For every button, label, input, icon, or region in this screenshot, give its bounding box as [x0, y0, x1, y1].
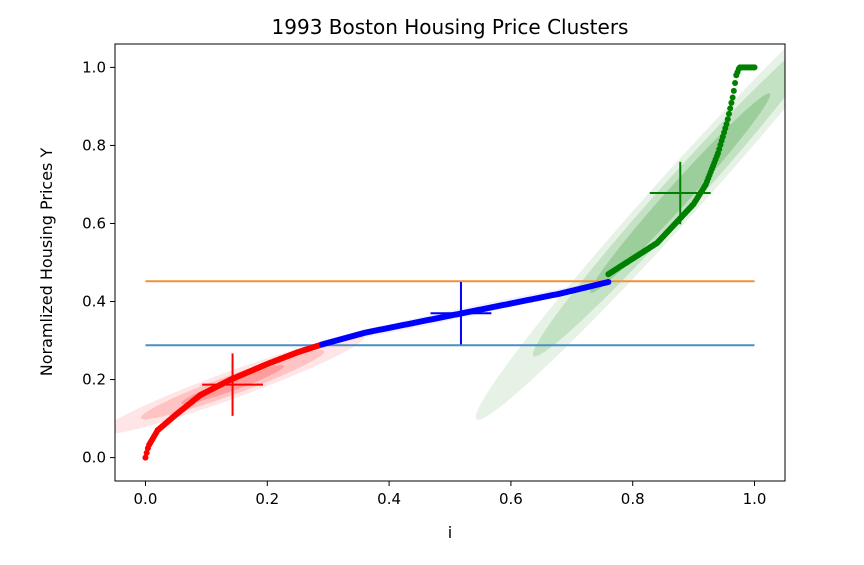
x-axis-label: i [448, 523, 452, 542]
y-tick-label: 0.8 [82, 136, 106, 154]
cluster-2-point [723, 121, 730, 128]
chart-title: 1993 Boston Housing Price Clusters [272, 15, 629, 39]
y-tick-label: 0.2 [82, 371, 106, 389]
y-tick-label: 0.6 [82, 214, 106, 232]
x-axis: 0.0 0.2 0.4 0.6 0.8 1.0 [134, 481, 767, 508]
cluster-2-point [730, 87, 737, 94]
cluster-2-point [728, 99, 735, 106]
cluster-2-point [725, 110, 732, 117]
x-tick-label: 0.4 [377, 490, 401, 508]
cluster-0-point [143, 449, 150, 456]
x-tick-label: 0.2 [255, 490, 279, 508]
cluster-2-point [732, 80, 739, 87]
cluster-1-point [605, 279, 612, 286]
x-tick-label: 0.6 [499, 490, 523, 508]
x-tick-label: 0.8 [621, 490, 645, 508]
x-tick-label: 0.0 [134, 490, 158, 508]
x-tick-label: 1.0 [743, 490, 767, 508]
plot-frame [114, 43, 786, 482]
y-tick-label: 0.4 [82, 293, 106, 311]
y-axis-label: Noramlized Housing Prices Y [37, 148, 56, 377]
y-axis: 0.0 0.2 0.4 0.6 0.8 1.0 [82, 58, 115, 467]
cluster-2-point [729, 94, 736, 101]
cluster-2-point [751, 64, 758, 71]
cluster-0-point [142, 454, 149, 461]
y-tick-label: 0.0 [82, 449, 106, 467]
cluster-2-point [727, 105, 734, 112]
y-tick-label: 1.0 [82, 58, 106, 76]
cluster-2-point [724, 116, 731, 123]
